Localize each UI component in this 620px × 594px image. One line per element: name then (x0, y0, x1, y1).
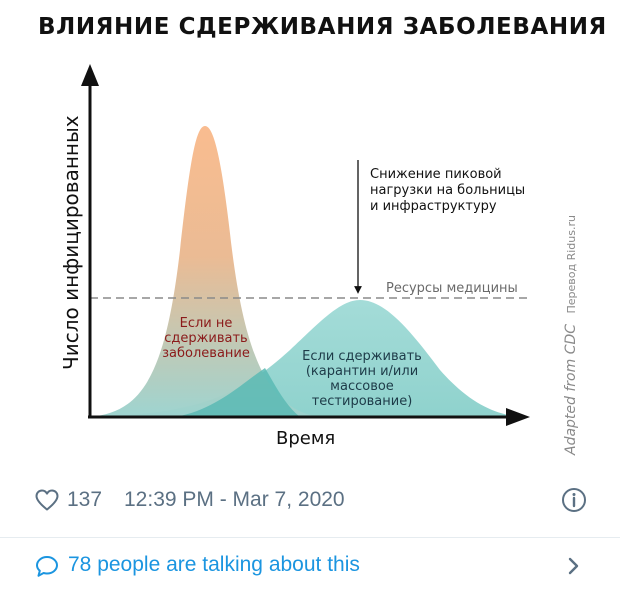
annotation-line-3: и инфраструктуру (370, 199, 497, 214)
contained-label-line-1: Если сдерживать (302, 349, 422, 364)
conversation-link-text[interactable]: 78 people are talking about this (68, 553, 360, 576)
chevron-right-icon[interactable] (566, 554, 582, 578)
infographic-chart: Ресурсы медицины Число инфицированных Вр… (59, 64, 579, 456)
speech-bubble-icon (36, 556, 58, 577)
x-axis-arrow (506, 408, 530, 426)
contained-curve-area (90, 300, 520, 417)
threshold-label: Ресурсы медицины (386, 281, 518, 296)
uncontained-label-line-2: сдерживать (164, 331, 247, 346)
page-title: ВЛИЯНИЕ СДЕРЖИВАНИЯ ЗАБОЛЕВАНИЯ (38, 14, 607, 40)
conversation-link[interactable]: 78 people are talking about this (0, 548, 620, 584)
tweet-timestamp[interactable]: 12:39 PM - Mar 7, 2020 (124, 488, 345, 511)
y-axis-label: Число инфицированных (59, 115, 83, 370)
contained-label-line-3: массовое (330, 379, 394, 394)
overlap-area (175, 368, 300, 417)
info-icon[interactable] (561, 487, 587, 513)
credit-translation: Перевод Ridus.ru (565, 215, 578, 313)
annotation-line-2: нагрузки на больницы (370, 183, 525, 198)
heart-icon[interactable] (34, 488, 60, 512)
uncontained-label-line-3: заболевание (162, 346, 250, 361)
credit-source: Adapted from CDC (563, 324, 579, 456)
credit-text: Adapted from CDC Перевод Ridus.ru (563, 215, 579, 456)
y-axis-arrow (81, 64, 99, 86)
uncontained-curve-area (90, 126, 320, 417)
contained-label-line-4: тестирование) (312, 394, 413, 409)
uncontained-label-line-1: Если не (180, 316, 233, 331)
contained-label-line-2: (карантин и/или (306, 364, 418, 379)
annotation-line-1: Снижение пиковой (370, 167, 502, 182)
like-count[interactable]: 137 (67, 488, 103, 511)
divider (0, 537, 620, 538)
tweet-meta-row: 137 12:39 PM - Mar 7, 2020 (0, 482, 620, 518)
x-axis-label: Время (276, 428, 335, 449)
